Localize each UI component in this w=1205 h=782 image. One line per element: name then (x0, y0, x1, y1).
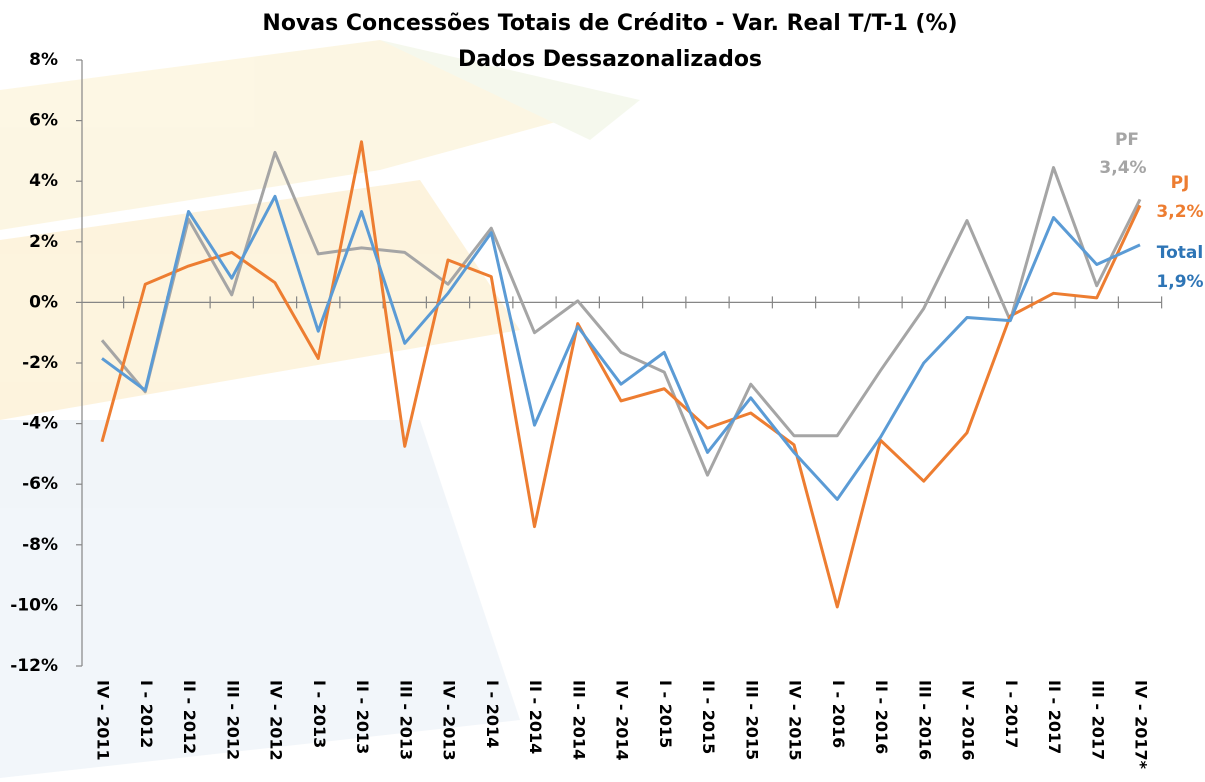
x-tick-label: IV - 2011 (94, 680, 113, 761)
data-label: 3,4% (1099, 158, 1146, 178)
x-tick-label: III - 2014 (569, 680, 588, 760)
y-tick-label: 2% (29, 232, 58, 252)
y-tick-label: -8% (22, 535, 58, 555)
x-tick-label: I - 2013 (310, 680, 329, 748)
chart-subtitle: Dados Dessazonalizados (458, 47, 762, 72)
x-tick-label: II - 2012 (180, 680, 199, 754)
y-tick-label: -12% (10, 656, 58, 676)
y-tick-label: 0% (29, 292, 58, 312)
x-tick-label: III - 2017 (1088, 680, 1107, 760)
data-label: 1,9% (1156, 272, 1203, 292)
chart-title: Novas Concessões Totais de Crédito - Var… (262, 11, 957, 36)
x-tick-label: II - 2015 (699, 680, 718, 754)
series-line (100, 140, 1142, 609)
y-tick-label: -6% (22, 474, 58, 494)
x-tick-label: I - 2016 (829, 680, 848, 748)
x-tick-label: II - 2016 (872, 680, 891, 754)
x-tick-label: II - 2014 (526, 680, 545, 754)
legend-label: PJ (1171, 173, 1190, 193)
legend-label: PF (1115, 130, 1139, 150)
x-tick-label: II - 2013 (353, 680, 372, 754)
x-tick-label: IV - 2013 (440, 680, 459, 761)
x-tick-label: I - 2015 (656, 680, 675, 748)
x-tick-label: I - 2012 (137, 680, 156, 748)
x-tick-label: II - 2017 (1045, 680, 1064, 754)
data-label: 3,2% (1156, 202, 1203, 222)
x-tick-label: IV - 2014 (613, 680, 632, 761)
x-tick-label: I - 2017 (1002, 680, 1021, 748)
x-tick-label: IV - 2016 (959, 680, 978, 761)
legend-label: Total (1157, 243, 1203, 263)
y-tick-label: -10% (10, 595, 58, 615)
series-line (101, 194, 1141, 501)
background-decoration (0, 40, 640, 778)
x-tick-label: IV - 2015 (786, 680, 805, 761)
y-tick-label: 8% (29, 50, 58, 70)
x-tick-label: III - 2015 (742, 680, 761, 760)
x-tick-label: III - 2016 (915, 680, 934, 760)
x-tick-label: IV - 2012 (267, 680, 286, 761)
y-tick-label: 4% (29, 171, 58, 191)
series-line (100, 150, 1142, 477)
y-tick-label: -4% (22, 414, 58, 434)
x-tick-label: I - 2014 (483, 680, 502, 748)
y-tick-label: -2% (22, 353, 58, 373)
y-tick-label: 6% (29, 111, 58, 131)
x-tick-label: III - 2013 (396, 680, 415, 760)
x-tick-label: IV - 2017* (1132, 680, 1151, 770)
x-tick-label: III - 2012 (223, 680, 242, 760)
